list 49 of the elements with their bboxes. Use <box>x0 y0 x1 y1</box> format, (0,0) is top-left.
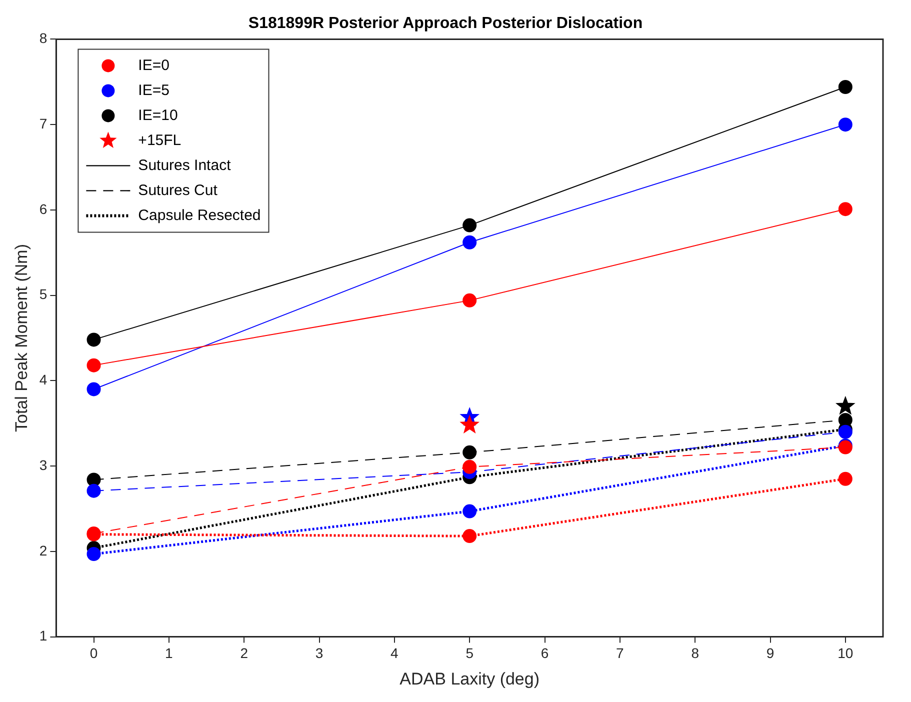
x-tick-label: 9 <box>766 645 774 662</box>
legend-label: Capsule Resected <box>138 206 261 224</box>
point <box>86 358 101 372</box>
y-tick-label: 1 <box>39 628 48 644</box>
x-tick-label: 8 <box>691 645 700 662</box>
y-axis-title: Total Peak Moment (Nm) <box>12 244 31 432</box>
point <box>838 412 852 427</box>
legend-label: Sutures Cut <box>138 182 218 199</box>
y-tick-label: 7 <box>39 115 48 132</box>
point <box>460 416 479 433</box>
y-tick-label: 3 <box>39 456 48 473</box>
legend-label: +15FL <box>138 132 182 149</box>
y-tick-label: 4 <box>39 372 48 388</box>
point <box>838 118 852 132</box>
legend-label: IE=5 <box>138 82 170 99</box>
x-tick-label: 1 <box>165 645 174 662</box>
chart-title: S181899R Posterior Approach Posterior Dislocation <box>248 15 643 32</box>
point <box>462 529 477 544</box>
point <box>838 202 852 216</box>
x-tick-label: 0 <box>90 645 98 662</box>
point <box>838 472 852 486</box>
y-tick-label: 2 <box>39 542 48 558</box>
point <box>462 504 477 518</box>
point <box>838 424 852 439</box>
point <box>462 235 477 250</box>
point <box>86 332 101 347</box>
x-tick-label: 2 <box>240 645 248 662</box>
point <box>462 293 477 308</box>
x-axis-title: ADAB Laxity (deg) <box>400 669 540 688</box>
y-tick-label: 5 <box>39 286 48 302</box>
point <box>836 396 854 414</box>
point <box>86 546 101 561</box>
point <box>838 80 852 94</box>
x-tick-label: 7 <box>616 645 624 662</box>
x-tick-label: 5 <box>466 645 474 662</box>
legend-label: IE=10 <box>138 106 178 124</box>
point <box>86 484 101 498</box>
x-tick-label: 6 <box>540 645 549 662</box>
y-tick-label: 6 <box>39 200 48 217</box>
point <box>462 460 477 474</box>
point <box>86 382 101 396</box>
legend-label: Sutures Intact <box>138 156 232 174</box>
x-tick-label: 10 <box>838 645 854 662</box>
point <box>462 218 477 232</box>
x-tick-label: 4 <box>390 645 399 662</box>
x-tick-label: 3 <box>315 645 324 662</box>
y-tick-label: 8 <box>39 30 48 46</box>
point <box>462 445 477 460</box>
legend-label: IE=0 <box>138 56 170 74</box>
